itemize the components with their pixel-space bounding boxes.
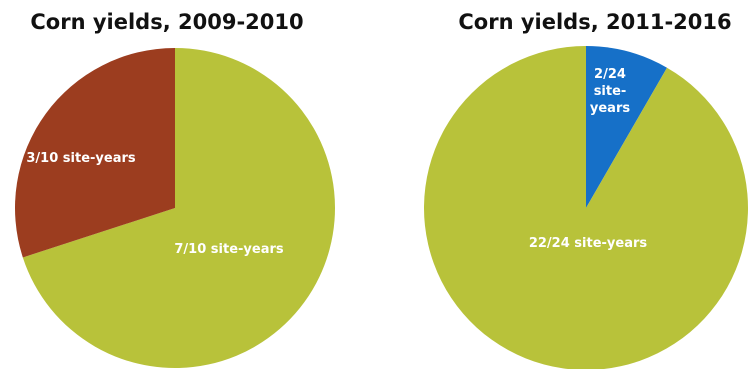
left-pie-label-0: 7/10 site-years (174, 242, 284, 257)
left-pie-label-1: 3/10 site-years (26, 151, 136, 166)
left-chart-title: Corn yields, 2009-2010 (30, 10, 304, 34)
left-pie-slice-0 (22, 48, 335, 369)
right-chart-title: Corn yields, 2011-2016 (458, 10, 732, 34)
left-pie-slice-1 (14, 48, 176, 258)
right-pie-label-0: 22/24 site-years (529, 236, 648, 251)
right-pie-slice-1 (586, 46, 667, 208)
right-pie-label-1: 2/24 site-years (590, 67, 630, 116)
right-pie-slice-0 (423, 46, 748, 369)
